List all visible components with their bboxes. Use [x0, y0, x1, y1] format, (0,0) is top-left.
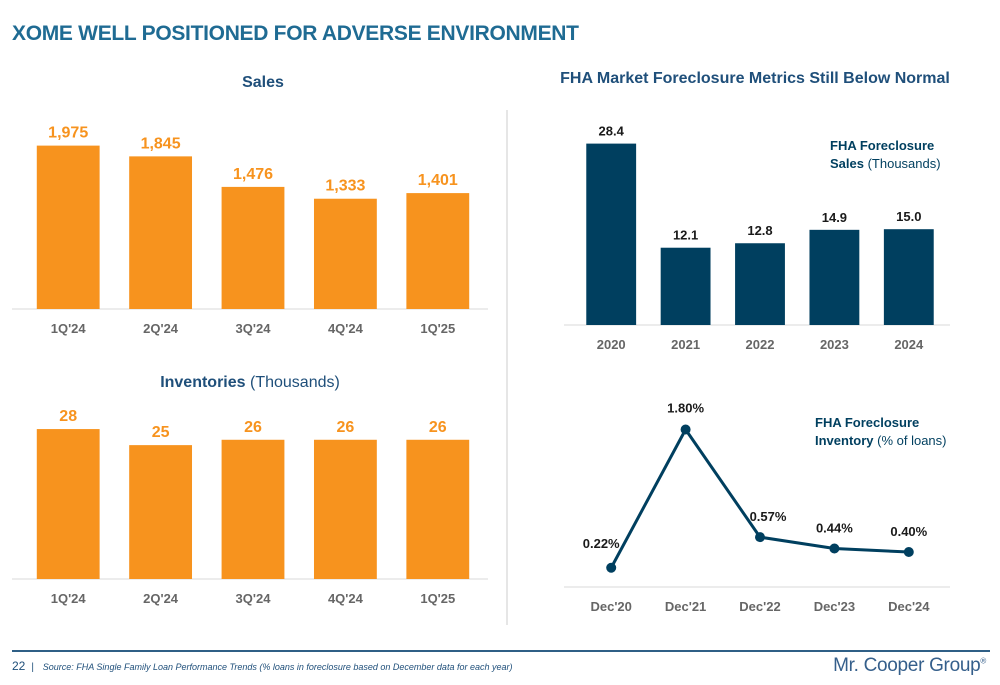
- x-tick-label-3: 4Q'24: [328, 321, 364, 336]
- chart-title: Sales: [242, 74, 284, 91]
- data-point-4: [903, 547, 914, 557]
- fha-inventory-chart: 0.22% Dec'20 1.80% Dec'21 0.57% Dec'22 0.44% De…: [564, 401, 950, 614]
- data-label-3: 26: [337, 419, 355, 436]
- legend-line-1: FHA Foreclosure: [815, 415, 919, 430]
- x-tick-label-0: 1Q'24: [51, 321, 87, 336]
- bar-2: [735, 243, 785, 325]
- x-tick-label-1: 2021: [671, 337, 700, 352]
- bar-0: [586, 143, 637, 325]
- inventories-chart: Inventories (Thousands) 28 1Q'24 25 2Q'24 26 3…: [12, 374, 488, 606]
- bar-4: [406, 439, 470, 579]
- series-line: [609, 428, 909, 569]
- x-tick-label-1: 2Q'24: [143, 321, 179, 336]
- chart-title: FHA Market Foreclosure Metrics Still Bel…: [560, 70, 950, 87]
- data-label-4: 0.40%: [890, 524, 927, 539]
- bar-2: [221, 186, 285, 309]
- x-tick-label-3: 2023: [820, 337, 849, 352]
- legend-line-2: Sales (Thousands): [830, 156, 941, 171]
- sales-chart: Sales 1,975 1Q'24 1,845 2Q'24 1,476 3Q'24 1,333…: [12, 74, 488, 336]
- legend-line-1: FHA Foreclosure: [830, 138, 934, 153]
- logo-registered-mark: ®: [980, 656, 986, 666]
- x-tick-label-2: 3Q'24: [236, 321, 272, 336]
- bar-0: [36, 145, 100, 309]
- legend-bold-text: Inventory: [815, 433, 874, 448]
- page-title: XOME WELL POSITIONED FOR ADVERSE ENVIRON…: [12, 22, 579, 45]
- data-point-3: [829, 543, 840, 554]
- source-note: Source: FHA Single Family Loan Performan…: [42, 662, 513, 672]
- data-label-2: 1,476: [233, 166, 273, 183]
- data-label-2: 0.57%: [750, 509, 787, 524]
- data-label-0: 28: [59, 408, 77, 425]
- column-divider: [506, 110, 508, 625]
- bar-1: [129, 156, 193, 309]
- bar-2: [221, 439, 285, 579]
- data-point-1: [680, 424, 691, 435]
- page-number: 22: [12, 659, 26, 673]
- bar-4: [406, 193, 470, 309]
- data-label-0: 1,975: [48, 125, 88, 142]
- x-tick-label-4: 1Q'25: [420, 321, 455, 336]
- data-label-1: 25: [152, 424, 170, 441]
- logo-text: Mr. Cooper Group: [833, 655, 981, 676]
- bar-3: [313, 439, 377, 579]
- legend-line-2: Inventory (% of loans): [815, 433, 947, 448]
- bar-3: [809, 229, 860, 325]
- x-tick-label-0: Dec'20: [590, 599, 631, 614]
- x-tick-label-1: Dec'21: [665, 599, 706, 614]
- x-tick-label-2: 3Q'24: [236, 591, 272, 606]
- bar-4: [883, 229, 934, 325]
- data-point-0: [606, 562, 617, 573]
- fha-sales-chart: FHA Market Foreclosure Metrics Still Bel…: [560, 70, 950, 352]
- data-label-4: 15.0: [896, 209, 921, 224]
- data-label-0: 0.22%: [583, 536, 620, 551]
- data-label-0: 28.4: [599, 124, 625, 139]
- data-label-2: 26: [244, 419, 262, 436]
- x-tick-label-0: 1Q'24: [51, 591, 87, 606]
- x-tick-label-2: Dec'22: [739, 599, 780, 614]
- bar-1: [129, 445, 193, 579]
- footer-divider: [12, 650, 990, 652]
- data-label-1: 1,845: [141, 135, 181, 152]
- chart-title: Inventories (Thousands): [160, 374, 340, 391]
- x-tick-label-0: 2020: [597, 337, 626, 352]
- bar-1: [660, 247, 711, 325]
- x-tick-label-4: 2024: [894, 337, 924, 352]
- data-point-2: [755, 532, 765, 543]
- chart-title-main: FHA Market Foreclosure Metrics Still Bel…: [560, 70, 950, 87]
- chart-title-unit: (Thousands): [246, 374, 340, 391]
- company-logo: Mr. Cooper Group®: [833, 655, 986, 677]
- x-tick-label-1: 2Q'24: [143, 591, 179, 606]
- x-tick-label-3: Dec'23: [814, 599, 855, 614]
- data-label-2: 12.8: [747, 223, 772, 238]
- x-tick-label-2: 2022: [746, 337, 775, 352]
- x-tick-label-4: 1Q'25: [420, 591, 455, 606]
- data-label-3: 0.44%: [816, 521, 853, 536]
- data-label-1: 1.80%: [667, 401, 704, 416]
- data-label-4: 1,401: [418, 172, 458, 189]
- data-label-3: 14.9: [822, 210, 847, 225]
- data-label-1: 12.1: [673, 228, 698, 243]
- x-tick-label-3: 4Q'24: [328, 591, 364, 606]
- legend-unit-text: (% of loans): [874, 433, 947, 448]
- bar-3: [313, 198, 377, 309]
- chart-title-main: Inventories: [160, 374, 245, 391]
- footer: 22 | Source: FHA Single Family Loan Perfo…: [12, 659, 513, 673]
- data-label-3: 1,333: [325, 178, 365, 195]
- chart-title-main: Sales: [242, 74, 284, 91]
- x-tick-label-4: Dec'24: [888, 599, 930, 614]
- legend-bold-text: Sales: [830, 156, 864, 171]
- bar-0: [36, 429, 100, 579]
- legend-unit-text: (Thousands): [864, 156, 941, 171]
- data-label-4: 26: [429, 419, 447, 436]
